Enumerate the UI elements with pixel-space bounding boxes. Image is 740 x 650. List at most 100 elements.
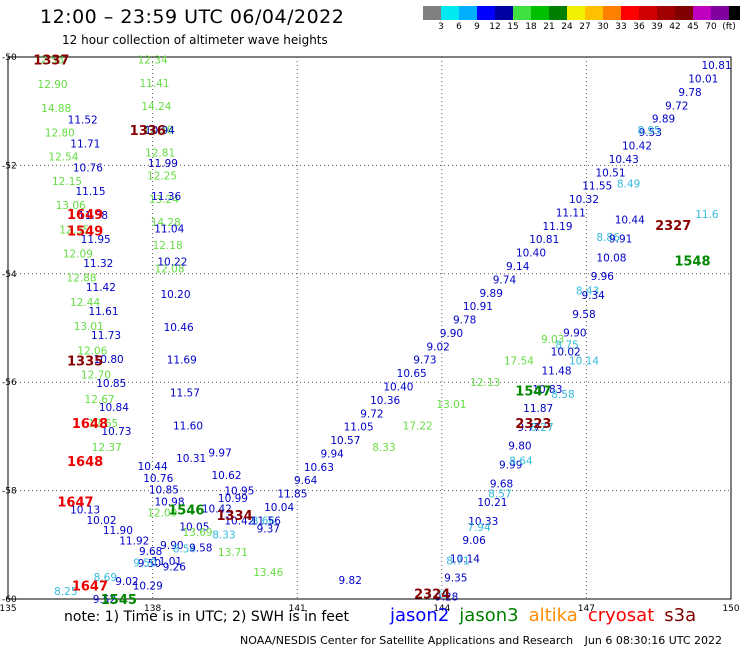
pass-time-label: 1549 [67,224,103,239]
pass-time-label: 2324 [414,588,450,603]
wave-height-label: 10.36 [370,395,400,407]
wave-height-label: 8.43 [576,286,599,298]
wave-height-label: 9.97 [208,448,231,460]
color-swatch-8 [567,6,585,20]
wave-height-label: 9.77 [517,422,540,434]
wave-height-label: 11.48 [541,365,571,377]
wave-height-label: 10.85 [149,485,179,497]
wave-height-label: 10.99 [218,493,248,505]
wave-height-label: 10.44 [615,215,645,227]
wave-height-label: 9.06 [462,535,486,547]
color-swatch-12 [639,6,657,20]
color-swatch-14 [675,6,693,20]
color-scale-tick: 36 [633,22,645,32]
wave-height-label: 17.22 [403,421,433,433]
wave-height-label: 10.95 [224,486,254,498]
wave-height-label: 8.57 [488,489,511,501]
color-scale-tick: 30 [597,22,609,32]
wave-height-label: 8.86 [596,232,620,244]
wave-height-label: 11.15 [75,186,105,198]
wave-height-label: 8.49 [617,179,640,191]
wave-height-label: 12.09 [147,507,177,519]
wave-height-label: 12.80 [45,127,75,139]
satellite-legend-jason2: jason2 [390,605,450,626]
wave-height-label: 10.05 [179,522,209,534]
wave-height-label: 12.67 [85,394,115,406]
wave-height-label: 10.83 [532,384,562,396]
color-swatch-9 [585,6,603,20]
wave-height-label: 13.46 [253,567,283,579]
wave-height-label: 8.95 [637,125,660,137]
wave-height-label: 9.34 [581,290,605,302]
map-title: 12:00 – 23:59 UTC 06/04/2022 [40,6,345,28]
wave-height-label: 9.02 [115,576,138,588]
pass-time-label: 1547 [515,384,551,399]
color-scale-tick: 9 [474,22,480,32]
wave-height-label: 17.54 [504,356,534,368]
color-swatch-7 [549,6,567,20]
wave-height-label: 9.91 [609,233,632,245]
wave-height-label: 12.90 [38,79,68,91]
color-swatch-10 [603,6,621,20]
satellite-legend: jason2 jason3 altika cryosat s3a [390,605,706,626]
wave-height-label: 10.81 [529,234,559,246]
wave-height-label: 9.94 [320,448,344,460]
wave-height-label: 11.61 [88,306,118,318]
wave-height-label: 10.42 [202,504,232,516]
wave-height-label: 8.75 [555,339,578,351]
wave-height-label: 10.98 [154,496,184,508]
wave-height-label: 10.40 [516,248,546,260]
wave-height-label: 9.82 [339,575,362,587]
wave-height-label: 11.32 [83,258,113,270]
wave-height-label: 8.58 [551,389,574,401]
wave-height-label: 9.72 [360,408,383,420]
wave-height-label: 12.09 [63,248,93,260]
pass-time-label: 1648 [72,417,108,432]
footnote: note: 1) Time is in UTC; 2) SWH is in fe… [64,609,350,625]
lat-tick-label: -50 [2,53,17,63]
color-scale-tick: 39 [651,22,663,32]
color-scale-tick: 12 [489,22,501,32]
wave-height-label: 12.08 [154,263,184,275]
pass-time-label: 1545 [101,593,137,608]
wave-height-label: 12.70 [81,370,111,382]
wave-height-label: 10.84 [99,402,129,414]
color-swatch-0 [423,6,441,20]
lat-tick-label: -58 [2,487,17,497]
wave-height-label: 11.19 [542,221,572,233]
wave-height-label: 12.53 [34,55,64,67]
wave-height-label: 10.51 [595,167,625,179]
wave-height-label: 13.69 [183,527,213,539]
pass-time-label: 1335 [67,355,103,370]
color-swatch-4 [495,6,513,20]
pass-time-label: 1336 [130,124,166,139]
wave-height-label: 9.96 [591,271,615,283]
wave-height-label: 9.53 [639,127,662,139]
lon-tick-label: 138 [144,604,161,614]
satellite-legend-cryosat: cryosat [587,605,655,626]
wave-height-label: 10.85 [96,378,126,390]
wave-height-label: 11.99 [148,158,178,170]
wave-height-label: 10.32 [569,194,599,206]
wave-height-label: 10.08 [596,252,626,264]
wave-height-label: 9.90 [563,328,586,340]
wave-height-label: 11.87 [523,403,553,415]
pass-time-label: 2327 [655,219,691,234]
wave-height-label: 9.68 [139,546,162,558]
color-scale-tick: (ft) [722,22,736,32]
wave-height-label: 8.33 [212,530,235,542]
wave-height-label: 12.34 [138,55,168,67]
wave-height-label: 12.65 [88,418,118,430]
wave-height-label: 9.52 [93,594,116,606]
wave-height-label: 8.25 [54,586,77,598]
wave-height-label: 9.58 [189,543,212,555]
wave-height-label: 9.72 [665,100,688,112]
wave-height-label: 11.11 [556,207,586,219]
wave-height-label: 7.94 [467,522,491,534]
wave-height-label: 14.24 [141,101,171,113]
wave-height-label: 10.01 [688,74,718,86]
wave-height-label: 9.99 [499,459,522,471]
wave-height-label: 12.13 [470,377,500,389]
wave-height-label: 10.02 [86,515,116,527]
